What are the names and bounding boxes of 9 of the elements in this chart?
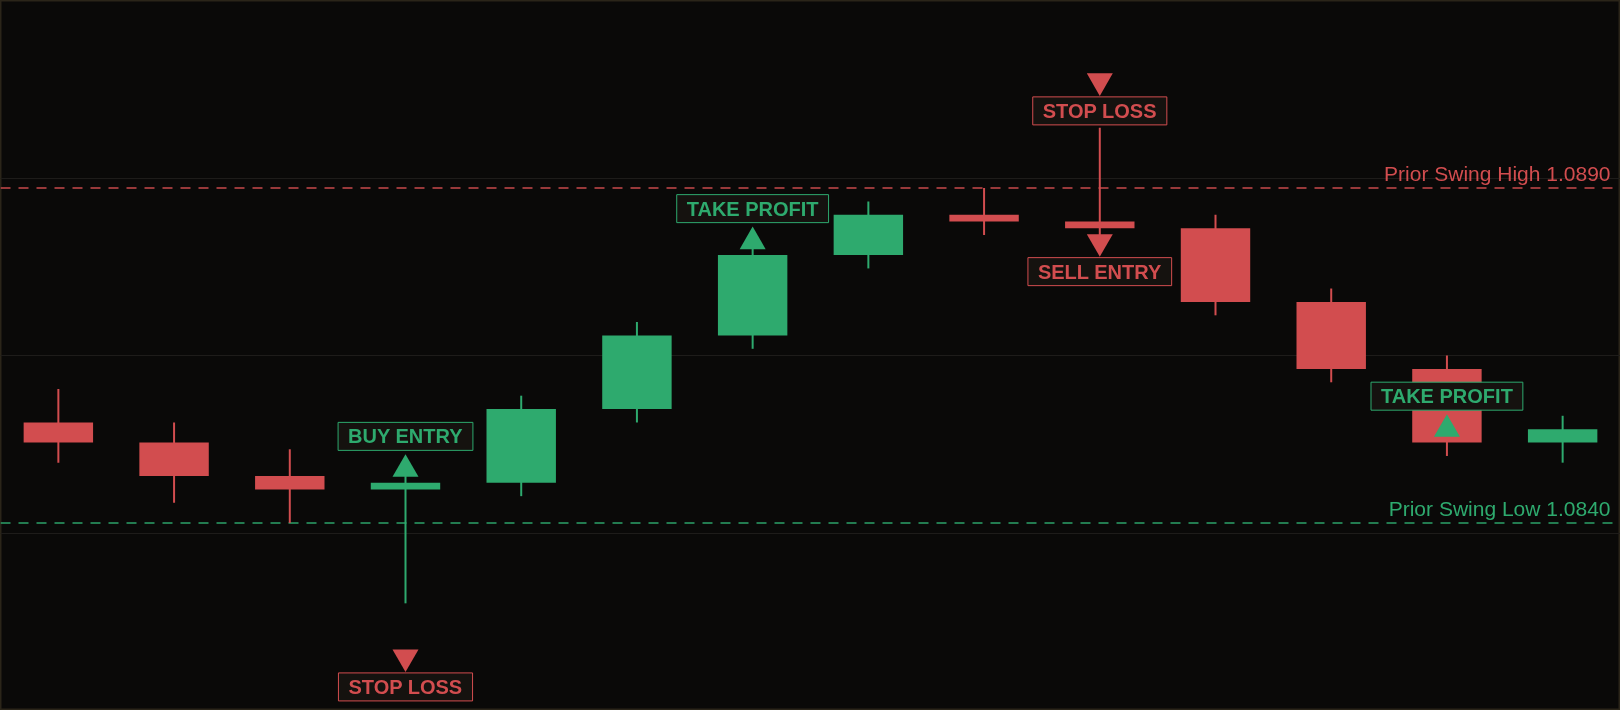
data-label: TAKE PROFIT	[1381, 385, 1513, 408]
data-label: TAKE PROFIT	[686, 197, 819, 220]
candlestick	[255, 448, 325, 524]
ref-line-label: Prior Swing Low 1.0840	[1388, 496, 1611, 520]
data-label: STOP LOSS	[1042, 99, 1157, 122]
data-label: SELL ENTRY	[1037, 260, 1162, 283]
data-label: BUY ENTRY	[348, 425, 464, 448]
ref-line-label: Prior Swing High 1.0890	[1384, 162, 1611, 186]
data-label: STOP LOSS	[348, 675, 463, 698]
